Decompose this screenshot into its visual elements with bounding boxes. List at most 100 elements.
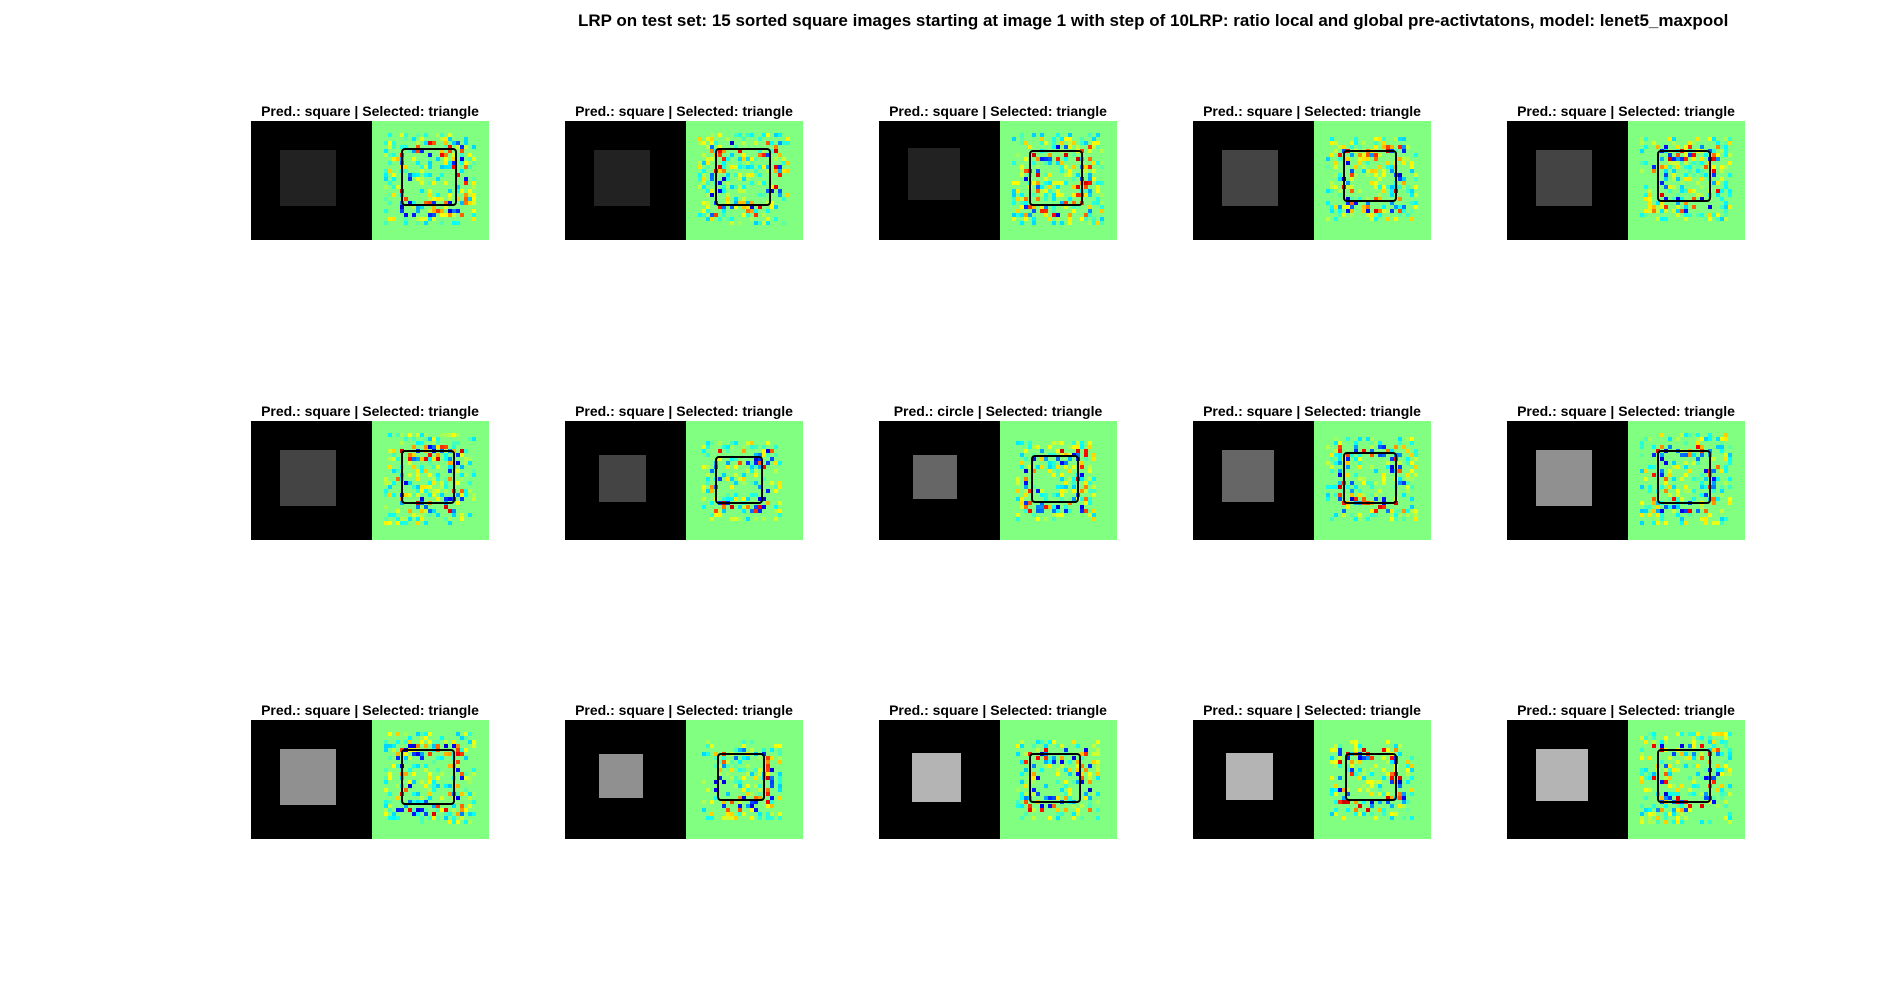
heatmap-cell [702,141,706,145]
heatmap-cell [1390,169,1394,173]
heatmap-cell [702,489,706,493]
heatmap-cell [1096,133,1100,137]
heatmap-cell [1060,493,1064,497]
heatmap-cell [738,505,742,509]
heatmap-cell [468,461,472,465]
heatmap-cell [1052,473,1056,477]
heatmap-cell [384,489,388,493]
heatmap-cell [468,732,472,736]
heatmap-cell [1076,812,1080,816]
heatmap-cell [1402,145,1406,149]
heatmap-cell [444,201,448,205]
heatmap-cell [1410,792,1414,796]
heatmap-cell [726,497,730,501]
heatmap-cell [1342,788,1346,792]
heatmap-cell [408,173,412,177]
heatmap-cell [1060,441,1064,445]
heatmap-cell [1088,181,1092,185]
heatmap-cell [1366,197,1370,201]
heatmap-cell [448,165,452,169]
heatmap-cell [1040,137,1044,141]
heatmap-cell [738,808,742,812]
heatmap-cell [738,221,742,225]
heatmap-cell [714,756,718,760]
heatmap-cell [1664,177,1668,181]
heatmap-cell [1020,221,1024,225]
heatmap-cell [1724,740,1728,744]
heatmap-cell [400,521,404,525]
heatmap-cell [766,209,770,213]
heatmap-cell [400,209,404,213]
heatmap-cell [1398,453,1402,457]
relevance-heatmap [372,121,489,240]
heatmap-cell [1370,792,1374,796]
heatmap-cell [428,181,432,185]
heatmap-cell [1692,197,1696,201]
heatmap-cell [1716,141,1720,145]
heatmap-cell [448,521,452,525]
heatmap-cell [464,181,468,185]
heatmap-cell [778,776,782,780]
heatmap-cell [392,217,396,221]
heatmap-cell [1084,481,1088,485]
heatmap-cell [1680,157,1684,161]
panel-title: Pred.: square | Selected: triangle [575,103,793,119]
heatmap-cell [1072,804,1076,808]
heatmap-svg [1016,441,1096,521]
heatmap-cell [440,153,444,157]
heatmap-cell [754,505,758,509]
heatmap-cell [1652,804,1656,808]
heatmap-cell [1338,493,1342,497]
heatmap-cell [722,177,726,181]
heatmap-cell [396,816,400,820]
heatmap-cell [1724,792,1728,796]
heatmap-cell [1012,213,1016,217]
heatmap-cell [1716,217,1720,221]
heatmap-cell [1012,197,1016,201]
heatmap-cell [718,145,722,149]
heatmap-cell [1044,141,1048,145]
heatmap-cell [448,189,452,193]
heatmap-cell [1016,513,1020,517]
heatmap-cell [706,465,710,469]
heatmap-cell [1092,177,1096,181]
heatmap-cell [1640,776,1644,780]
heatmap-cell [766,441,770,445]
heatmap-cell [1334,149,1338,153]
heatmap-cell [1406,157,1410,161]
panel-images [251,720,489,839]
heatmap-cell [404,137,408,141]
heatmap-cell [1390,465,1394,469]
heatmap-cell [1338,205,1342,209]
panel-title: Pred.: square | Selected: triangle [575,702,793,718]
heatmap-cell [1720,796,1724,800]
heatmap-cell [1068,477,1072,481]
heatmap-cell [464,177,468,181]
heatmap-cell [424,133,428,137]
heatmap-cell [774,505,778,509]
heatmap-cell [1728,501,1732,505]
heatmap-cell [1696,161,1700,165]
heatmap-cell [416,732,420,736]
heatmap-cell [1724,217,1728,221]
heatmap-cell [1712,776,1716,780]
heatmap-cell [778,153,782,157]
heatmap-cell [1036,181,1040,185]
heatmap-cell [440,772,444,776]
heatmap-cell [1406,473,1410,477]
heatmap-cell [1342,145,1346,149]
heatmap-cell [1664,740,1668,744]
heatmap-cell [1700,756,1704,760]
heatmap-cell [706,213,710,217]
heatmap-cell [1020,193,1024,197]
heatmap-cell [1402,149,1406,153]
heatmap-cell [424,800,428,804]
heatmap-cell [1672,169,1676,173]
heatmap-cell [710,177,714,181]
heatmap-cell [424,812,428,816]
heatmap-cell [460,201,464,205]
heatmap-cell [1092,792,1096,796]
heatmap-cell [1088,772,1092,776]
heatmap-svg [702,441,782,521]
heatmap-cell [1096,740,1100,744]
